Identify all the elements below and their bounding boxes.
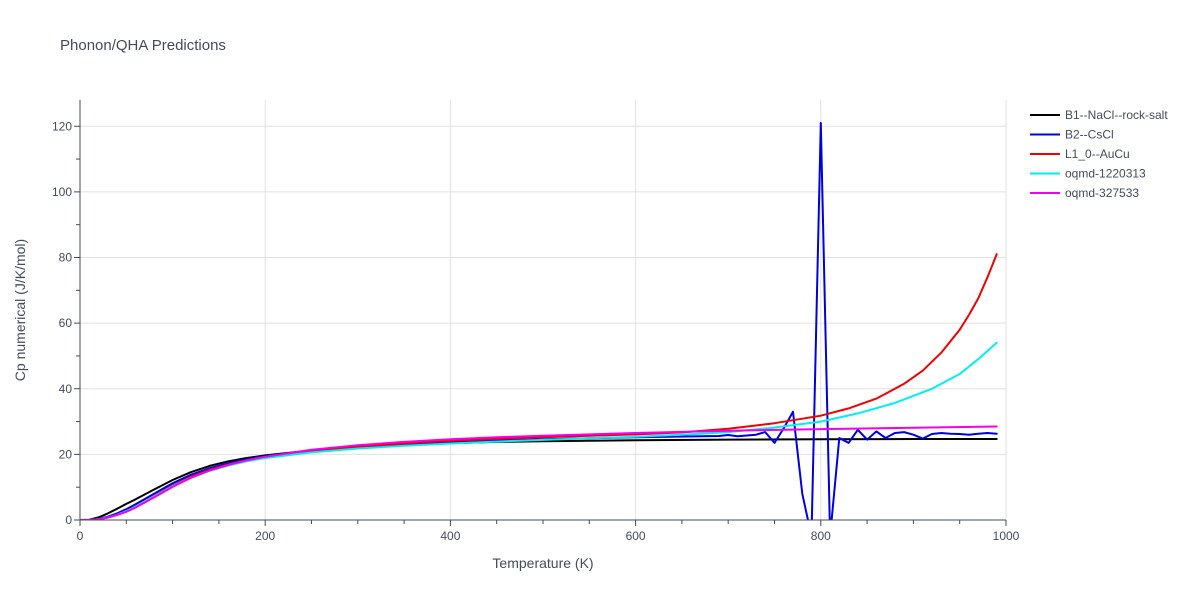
axes: 0 200 400 600 800 1000 0 20 40 60 80 100 120 [52,100,1020,543]
legend-label: oqmd-1220313 [1065,167,1146,181]
x-axis-title: Temperature (K) [492,555,593,571]
legend-item[interactable]: oqmd-1220313 [1030,167,1146,181]
x-tick-label: 600 [626,529,646,543]
y-tick-label: 20 [59,447,73,461]
x-tick-label: 0 [77,529,84,543]
y-tick-label: 40 [59,382,73,396]
legend-label: L1_0--AuCu [1065,147,1130,161]
series-line-0 [80,438,998,520]
chart-title: Phonon/QHA Predictions [60,37,226,54]
series-lines [80,122,998,520]
y-tick-label: 120 [52,119,72,133]
y-tick-label: 80 [59,251,73,265]
x-tick-label: 400 [440,529,460,543]
x-tick-label: 200 [255,529,275,543]
x-tick-label: 1000 [993,529,1020,543]
y-tick-label: 0 [65,513,72,527]
y-tick-label: 60 [59,316,73,330]
legend[interactable]: B1--NaCl--rock-salt B2--CsCl L1_0--AuCuoqm… [1030,108,1168,200]
y-axis-title: Cp numerical (J/K/mol) [12,239,28,381]
legend-item[interactable]: oqmd-327533 [1030,186,1139,200]
legend-item[interactable]: B2--CsCl [1030,128,1114,142]
grid [80,100,1007,520]
series-line-1 [80,122,998,520]
legend-label: B1--NaCl--rock-salt [1065,108,1168,122]
y-tick-label: 100 [52,185,72,199]
legend-label: oqmd-327533 [1065,186,1139,200]
legend-label: B2--CsCl [1065,128,1114,142]
legend-item[interactable]: B1--NaCl--rock-salt [1030,108,1168,122]
legend-item[interactable]: L1_0--AuCu [1030,147,1130,161]
series-line-4 [80,425,998,520]
series-line-2 [80,253,998,520]
x-tick-label: 800 [811,529,831,543]
